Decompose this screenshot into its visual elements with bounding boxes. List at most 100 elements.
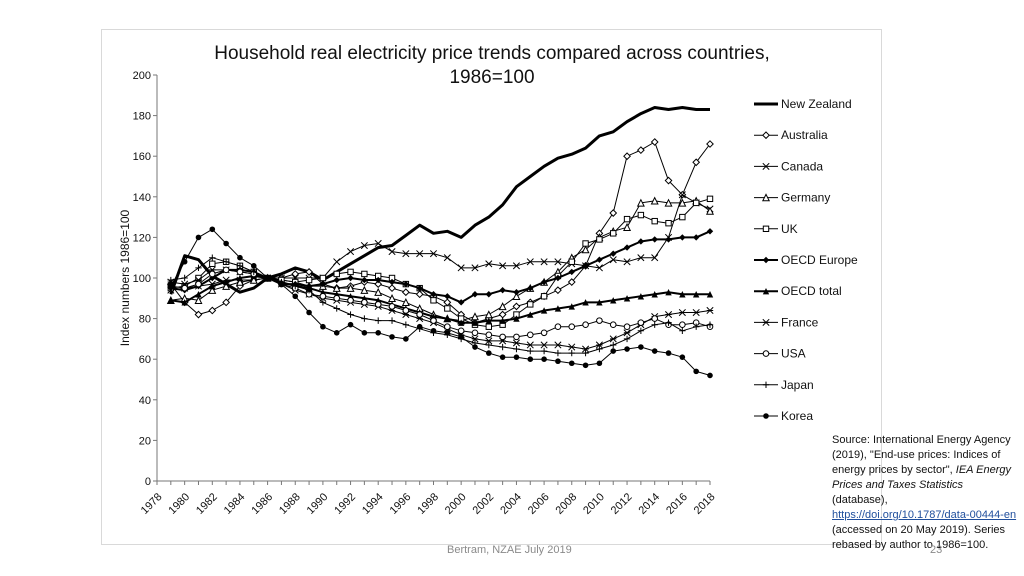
series-marker (499, 262, 507, 270)
x-tick-label: 1994 (360, 491, 386, 517)
series-marker (237, 254, 243, 261)
series-marker (512, 291, 521, 300)
series-line-oecd-total (170, 275, 710, 324)
series-marker (706, 195, 714, 203)
series-marker (374, 287, 383, 296)
series-marker (360, 241, 368, 250)
series-marker (195, 280, 202, 288)
legend-label: USA (781, 347, 806, 361)
series-marker (195, 234, 202, 241)
series-marker (402, 280, 410, 288)
series-marker (527, 347, 534, 355)
x-tick-label: 2002 (471, 491, 497, 517)
y-tick-label: 140 (133, 192, 151, 204)
series-marker (540, 341, 548, 349)
legend-label: France (781, 315, 819, 329)
series-marker (526, 258, 534, 266)
series-marker (624, 346, 630, 352)
series-marker (623, 329, 631, 337)
series-marker (499, 286, 506, 294)
x-tick-label: 2004 (498, 491, 524, 517)
series-marker (485, 331, 493, 339)
series-marker (637, 211, 645, 219)
series-marker (540, 347, 548, 355)
series-marker (526, 341, 534, 349)
series-marker (762, 381, 770, 388)
x-tick-label: 2018 (692, 491, 718, 517)
series-marker (361, 270, 368, 278)
series-marker (388, 303, 396, 310)
x-tick-label: 2000 (443, 491, 469, 517)
series-marker (389, 334, 395, 340)
series-line-japan (170, 257, 711, 354)
series-marker (444, 293, 451, 300)
series-marker (485, 323, 493, 330)
series-marker (610, 348, 617, 354)
series-marker (209, 282, 216, 290)
source-publication: IEA Energy Prices and Taxes Statistics (832, 464, 1011, 491)
x-tick-label: 1998 (415, 491, 441, 517)
series-marker (706, 140, 714, 148)
series-marker (306, 309, 312, 316)
series-marker (250, 263, 257, 269)
series-marker (168, 283, 174, 289)
legend-label: Germany (781, 191, 830, 205)
series-marker (498, 310, 507, 319)
legend-item-japan: Japan (754, 378, 814, 392)
series-marker (554, 274, 562, 282)
series-marker (486, 350, 492, 356)
series-marker (665, 236, 672, 243)
series-marker (388, 293, 397, 302)
series-marker (388, 278, 396, 286)
series-marker (650, 196, 659, 205)
series-marker (471, 291, 479, 298)
series-marker (375, 330, 382, 336)
series-marker (181, 258, 188, 265)
series-marker (485, 317, 492, 324)
legend-label: Japan (781, 378, 814, 392)
series-marker (540, 329, 548, 337)
series-marker (416, 284, 423, 292)
series-marker (388, 317, 396, 324)
series-marker (499, 354, 506, 360)
series-marker (679, 327, 686, 334)
source-note: Source: International Energy Agency (201… (832, 433, 1018, 553)
series-marker (222, 298, 231, 307)
series-marker (665, 289, 672, 296)
series-marker (581, 245, 590, 254)
series-marker (637, 254, 645, 262)
series-marker (305, 276, 313, 284)
series-marker (209, 260, 216, 267)
series-marker (610, 341, 617, 349)
series-line-korea (170, 228, 711, 376)
series-marker (499, 343, 506, 351)
x-tick-label: 2010 (581, 491, 607, 517)
series-marker (609, 256, 617, 264)
series-marker (471, 319, 479, 326)
series-marker (195, 264, 202, 272)
series-marker (678, 198, 687, 207)
series-marker (650, 138, 659, 146)
series-marker (429, 250, 438, 258)
series-marker (679, 354, 686, 360)
source-link[interactable]: https://doi.org/10.1787/data-00444-en (832, 509, 1017, 521)
series-marker (401, 298, 410, 307)
series-marker (596, 360, 603, 367)
x-tick-label: 1996 (388, 491, 414, 517)
series-marker (223, 240, 229, 247)
series-marker (623, 152, 631, 161)
series-marker (527, 284, 534, 292)
series-marker (485, 341, 492, 349)
series-marker (375, 317, 382, 324)
chart-frame (101, 29, 882, 545)
series-marker (402, 321, 410, 328)
series-marker (305, 286, 313, 294)
series-marker (623, 222, 632, 231)
series-line-germany (170, 200, 711, 322)
series-marker (208, 285, 217, 294)
series-marker (554, 341, 562, 349)
series-marker (540, 307, 548, 314)
series-marker (292, 293, 299, 300)
series-japan (167, 254, 714, 357)
